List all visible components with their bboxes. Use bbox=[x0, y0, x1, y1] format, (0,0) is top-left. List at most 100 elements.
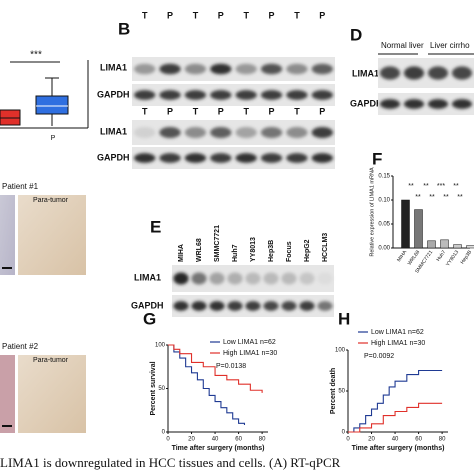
y-tick-label: 100 bbox=[155, 343, 166, 349]
blot-band bbox=[427, 66, 449, 80]
blot-band bbox=[184, 127, 207, 138]
blot-band bbox=[235, 63, 257, 75]
significance: *** bbox=[30, 50, 42, 61]
y-tick-label: 0.10 bbox=[378, 198, 390, 204]
blot-background bbox=[132, 147, 335, 169]
blot-band bbox=[263, 272, 279, 285]
blot-band bbox=[235, 153, 257, 163]
blot-band bbox=[260, 153, 283, 163]
y-tick-label: 50 bbox=[338, 389, 345, 395]
bar bbox=[401, 199, 410, 249]
lane-label: P bbox=[269, 10, 275, 20]
x-tick-label: 40 bbox=[392, 437, 399, 443]
image-label: Para-tumor bbox=[33, 357, 69, 364]
p-value: P=0.0092 bbox=[364, 353, 394, 360]
blot-band bbox=[227, 272, 243, 285]
panel-label: F bbox=[372, 149, 382, 168]
bar bbox=[453, 244, 462, 249]
group-label: Normal liver bbox=[381, 41, 424, 50]
blot-band bbox=[134, 127, 156, 138]
x-tick-label: 80 bbox=[439, 437, 446, 443]
blot-band bbox=[209, 272, 225, 285]
significance: ** bbox=[408, 183, 414, 190]
legend-label: Low LIMA1 n=62 bbox=[371, 329, 424, 336]
legend-label: High LIMA1 n=30 bbox=[223, 350, 277, 357]
image-label: Patient #1 bbox=[2, 182, 39, 191]
blot-band bbox=[379, 99, 401, 109]
blot-band bbox=[281, 272, 297, 285]
x-tick-label: 20 bbox=[188, 437, 195, 443]
blot-band bbox=[281, 301, 297, 311]
lane-label: Focus bbox=[286, 241, 293, 262]
blot-background bbox=[132, 84, 335, 106]
row-label: GAPDH bbox=[350, 98, 383, 108]
row-label: LIMA1 bbox=[134, 272, 161, 282]
blot-band bbox=[311, 63, 333, 75]
lane-label: HCCLM3 bbox=[322, 233, 329, 262]
lane-label: Huh7 bbox=[232, 244, 239, 262]
blot-band bbox=[159, 90, 181, 100]
lane-label: T bbox=[142, 10, 148, 20]
x-tick-label: 20 bbox=[368, 437, 375, 443]
blot-band bbox=[184, 90, 207, 100]
blot-band bbox=[379, 66, 401, 80]
lane-label: T bbox=[294, 106, 300, 116]
blot-band bbox=[260, 63, 283, 75]
legend-label: Low LIMA1 n=62 bbox=[223, 339, 276, 346]
blot-band bbox=[286, 63, 308, 75]
row-label: GAPDH bbox=[97, 89, 130, 99]
x-axis-label: Time after surgery (months) bbox=[172, 445, 265, 452]
row-label: GAPDH bbox=[97, 152, 130, 162]
blot-band bbox=[210, 63, 232, 75]
lane-label: MIHA bbox=[178, 244, 185, 262]
ihc-image bbox=[0, 355, 15, 433]
blot-band bbox=[235, 90, 257, 100]
legend-label: High LIMA1 n=30 bbox=[371, 340, 425, 347]
group-label: P bbox=[51, 135, 56, 142]
row-label: GAPDH bbox=[131, 300, 164, 310]
blot-band bbox=[286, 127, 308, 138]
panel-label: D bbox=[350, 25, 362, 44]
blot-band bbox=[159, 63, 181, 75]
significance: *** bbox=[437, 183, 445, 190]
significance: ** bbox=[429, 194, 435, 201]
lane-label: P bbox=[319, 10, 325, 20]
x-tick-label: Huh7 bbox=[435, 249, 447, 262]
blot-band bbox=[173, 301, 189, 311]
blot-band bbox=[173, 272, 189, 285]
lane-label: YY8013 bbox=[250, 237, 257, 262]
x-tick-label: 60 bbox=[235, 437, 242, 443]
significance: ** bbox=[453, 183, 459, 190]
significance: ** bbox=[457, 194, 463, 201]
lane-label: T bbox=[142, 106, 148, 116]
blot-band bbox=[134, 63, 156, 75]
survival-curve bbox=[348, 402, 443, 433]
blot-band bbox=[317, 272, 333, 285]
blot-band bbox=[227, 301, 243, 311]
row-label: LIMA1 bbox=[100, 62, 127, 72]
ihc-image bbox=[18, 195, 86, 275]
y-axis-label: Percent survival bbox=[150, 361, 157, 415]
blot-band bbox=[209, 301, 225, 311]
x-tick-label: 80 bbox=[259, 437, 266, 443]
y-tick-label: 0.15 bbox=[378, 174, 390, 180]
lane-label: P bbox=[218, 106, 224, 116]
lane-label: T bbox=[193, 106, 199, 116]
lane-label: P bbox=[167, 10, 173, 20]
blot-band bbox=[245, 301, 261, 311]
blot-band bbox=[317, 301, 333, 311]
blot-band bbox=[260, 90, 283, 100]
survival-curve bbox=[168, 344, 246, 426]
blot-band bbox=[159, 127, 181, 138]
panel-label: E bbox=[150, 217, 161, 236]
blot-band bbox=[451, 99, 473, 109]
x-tick-label: 0 bbox=[346, 437, 350, 443]
y-tick-label: 0 bbox=[162, 430, 166, 436]
ihc-image bbox=[0, 195, 15, 275]
bar bbox=[466, 245, 474, 249]
image-label: Para-tumor bbox=[33, 197, 69, 204]
blot-band bbox=[299, 272, 315, 285]
y-tick-label: 0 bbox=[342, 430, 346, 436]
blot-band bbox=[299, 301, 315, 311]
x-tick-label: 40 bbox=[212, 437, 219, 443]
